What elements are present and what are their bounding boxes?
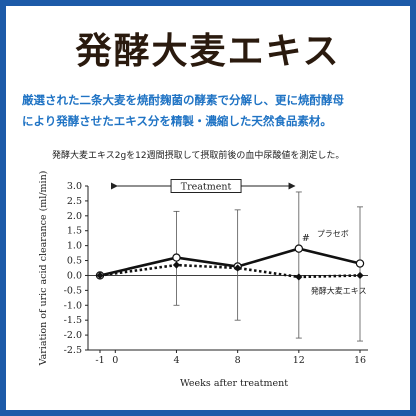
x-tick-label: 16 (354, 355, 366, 366)
data-point-placebo (172, 253, 181, 262)
y-tick-label: 1.5 (67, 226, 82, 237)
y-tick-label: -2.5 (64, 345, 82, 356)
x-axis-label: Weeks after treatment (180, 378, 288, 389)
series-label-barley-extract: 発酵大麦エキス (311, 285, 367, 295)
treatment-label: Treatment (181, 182, 232, 193)
y-tick-label: 2.5 (67, 196, 82, 207)
series-line-barley-extract (99, 263, 361, 279)
y-tick-label: -0.5 (64, 285, 82, 296)
product-description: 厳選された二条大麦を焼酎麹菌の酵素で分解し、更に焼酎酵母 により発酵させたエキス… (22, 90, 398, 132)
y-tick-label: 3.0 (67, 181, 82, 192)
y-tick-label: 2.0 (67, 211, 82, 222)
description-line-1: 厳選された二条大麦を焼酎麹菌の酵素で分解し、更に焼酎酵母 (22, 93, 344, 107)
treatment-box (170, 179, 242, 193)
product-title: 発酵大麦エキス (75, 31, 341, 72)
x-tick-label: 4 (173, 355, 179, 366)
x-tick-label: 0 (112, 355, 118, 366)
data-point-placebo (294, 244, 304, 253)
y-tick-label: 0.0 (67, 270, 82, 281)
x-tick-label: 12 (293, 355, 305, 366)
data-point-barley-extract (172, 261, 181, 269)
y-tick-label: -1.5 (64, 315, 82, 326)
series-label-placebo: プラセボ (317, 230, 349, 239)
x-tick-label: -1 (95, 355, 104, 366)
data-point-barley-extract (295, 273, 303, 281)
chart-note: 発酵大麦エキス2gを12週間摂取して摂取前後の血中尿酸値を測定した。 (52, 151, 345, 161)
x-tick-label: 8 (235, 355, 241, 366)
y-tick-label: 0.5 (67, 256, 82, 267)
data-point-barley-extract (356, 271, 364, 280)
y-tick-label: -2.0 (64, 330, 82, 341)
series-line-placebo (99, 247, 361, 277)
y-tick-label: -1.0 (64, 300, 82, 311)
data-point-placebo (355, 259, 365, 268)
data-point-barley-extract (234, 264, 242, 272)
data-point-barley-extract (96, 271, 104, 280)
y-axis-label: Variation of uric acid clearance (ml/min… (38, 171, 49, 367)
y-tick-label: 1.0 (67, 241, 82, 252)
significance-mark: # (302, 233, 310, 244)
description-line-2: により発酵させたエキス分を精製・濃縮した天然食品素材。 (22, 114, 332, 128)
